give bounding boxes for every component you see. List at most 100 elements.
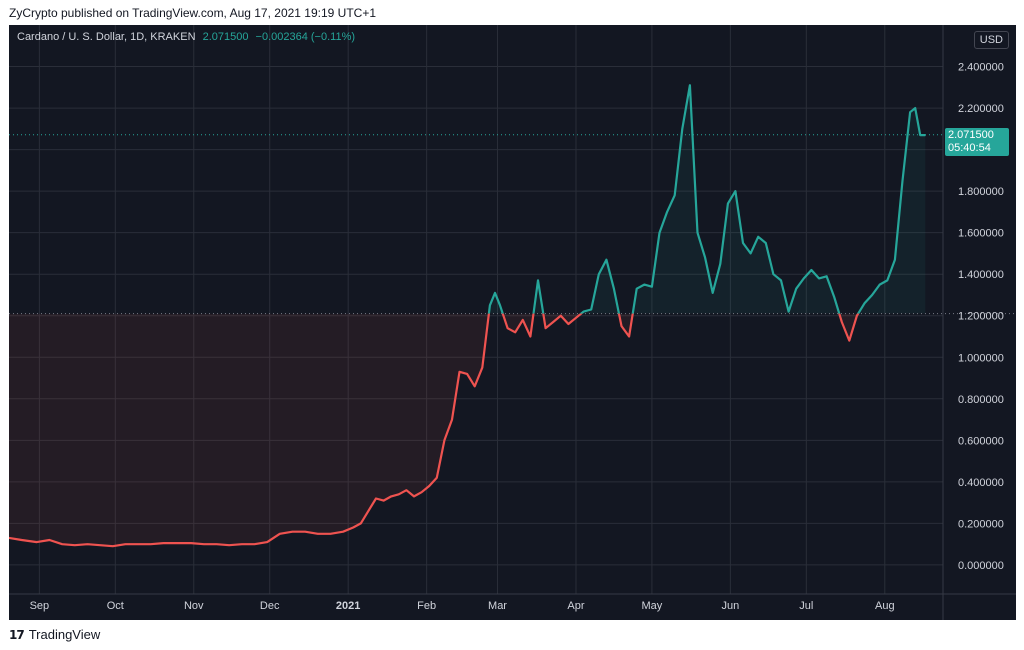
data-point [818,277,820,279]
data-point [620,325,623,327]
data-point [421,491,423,493]
data-point [772,273,775,275]
data-point [598,273,600,275]
data-point [150,543,152,545]
data-point [405,489,407,491]
data-point [567,323,570,325]
data-point [841,321,843,323]
data-point [507,327,509,329]
data-point [795,288,797,290]
data-point [886,279,888,281]
data-point [681,128,683,130]
x-tick-label: Jul [799,600,813,612]
data-point [291,531,294,533]
data-point [914,107,916,109]
data-point [871,294,873,296]
x-tick-label: Aug [875,600,895,612]
last-price-value: 2.071500 [948,128,994,141]
data-point [266,541,268,543]
data-point [451,419,453,421]
data-point [279,533,281,535]
data-point [436,477,438,479]
data-point [494,292,496,294]
area-below-baseline [9,313,926,547]
data-point [605,259,608,261]
data-point [575,317,577,319]
data-point [489,304,491,306]
data-point [719,263,721,265]
data-point [360,522,362,524]
data-point [383,500,385,502]
data-point [529,335,532,338]
data-point [856,315,858,317]
legend-price: 2.071500 [202,31,249,43]
x-tick-label: Jun [722,600,740,612]
data-point [833,296,835,298]
legend-change: −0.002364 (−0.11%) [255,31,356,43]
data-point [666,211,668,213]
data-point [894,259,896,261]
data-point [712,292,714,294]
footer-brand[interactable]: TradingView [28,627,101,642]
data-point [352,526,354,529]
data-point [658,232,661,234]
data-point [124,543,126,545]
data-point [919,134,921,136]
data-point [190,542,192,544]
data-point [727,203,729,205]
chart-canvas[interactable]: 2.4000002.2000002.0000001.8000001.600000… [9,25,1016,620]
data-point [317,533,319,535]
y-tick-label: 0.800000 [958,394,1004,406]
x-tick-label: May [642,600,663,612]
y-tick-label: 0.400000 [958,477,1004,489]
data-point [86,543,89,545]
data-point [734,190,737,192]
data-point [9,537,10,539]
data-point [203,543,205,545]
data-point [228,544,230,546]
y-tick-label: 0.200000 [958,518,1004,530]
data-point [757,236,759,238]
data-point [545,327,547,329]
data-point [909,111,911,113]
currency-button[interactable]: USD [973,31,1009,49]
data-point [413,495,415,497]
y-tick-label: 2.400000 [958,62,1004,74]
grid-lines [9,25,943,594]
data-point [689,84,691,86]
y-tick-label: 1.200000 [958,311,1004,323]
data-point [901,180,904,182]
axes: 2.4000002.2000002.0000001.8000001.600000… [9,25,1016,620]
data-point [780,279,782,281]
data-point [367,510,369,512]
data-point [137,543,139,545]
data-point [458,371,461,373]
publish-info: ZyCrypto published on TradingView.com, A… [9,6,377,20]
data-point [74,544,76,546]
data-point [674,194,676,196]
x-tick-label: Sep [30,600,50,612]
tradingview-logo-icon[interactable]: 17 [9,627,25,642]
data-point [643,284,645,286]
data-point [253,543,256,545]
data-point [481,367,483,369]
data-point [636,288,638,290]
data-point [329,533,332,535]
data-point [613,288,615,290]
data-point [474,385,476,387]
data-point [514,331,516,333]
data-point [375,497,377,500]
data-point [651,286,653,288]
price-chart[interactable]: 2.4000002.2000002.0000001.8000001.600000… [9,25,1016,620]
data-point [537,279,539,281]
data-point [742,242,744,244]
bar-countdown: 05:40:54 [948,141,991,154]
x-tick-label: Mar [488,600,507,612]
y-tick-label: 0.600000 [958,435,1004,447]
data-point [342,531,344,533]
data-point [36,541,38,543]
data-point [61,543,63,545]
data-point [162,542,164,544]
series-line-below [9,313,860,548]
data-point [704,257,706,259]
